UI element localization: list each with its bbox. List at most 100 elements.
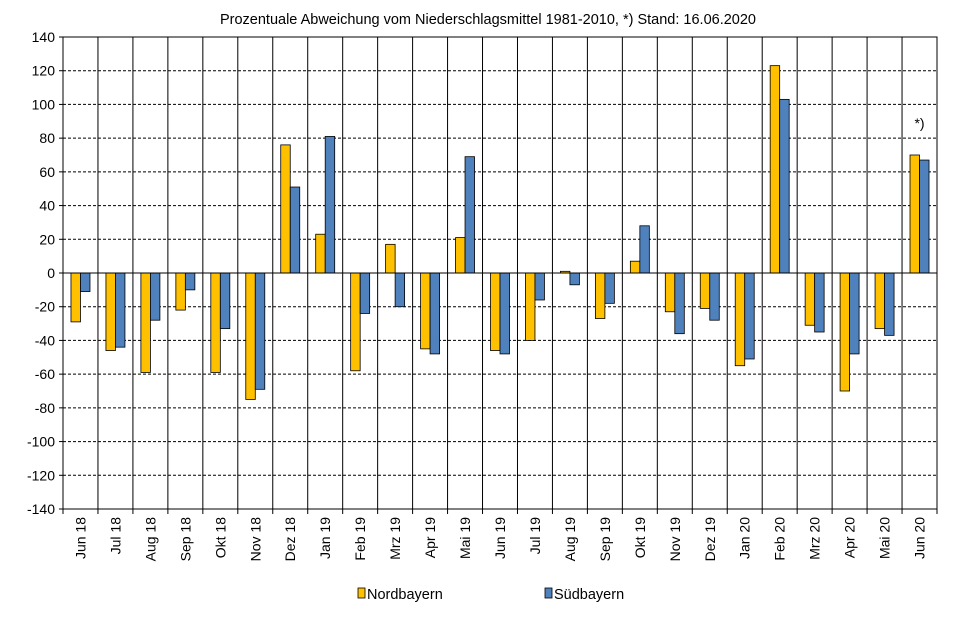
x-tick-label: Dez 19 xyxy=(702,517,718,562)
bar-nordbayern xyxy=(175,272,186,311)
bar-suedbayern xyxy=(254,272,266,390)
y-tick-label: -40 xyxy=(35,332,55,348)
bar-nordbayern xyxy=(385,243,396,274)
y-tick-label: 20 xyxy=(39,231,55,247)
bar-series xyxy=(70,65,930,400)
bar-nordbayern xyxy=(210,272,221,373)
x-tick-label: Mai 19 xyxy=(457,517,473,559)
bar-nordbayern xyxy=(280,144,291,274)
bar-nordbayern xyxy=(420,272,431,350)
bar-suedbayern xyxy=(289,186,301,274)
bar-suedbayern xyxy=(184,272,196,291)
bar-suedbayern xyxy=(324,136,336,274)
bar-suedbayern xyxy=(884,272,895,336)
bar-suedbayern xyxy=(779,98,790,274)
legend: Nordbayern Südbayern xyxy=(357,587,624,603)
bar-suedbayern xyxy=(569,272,580,286)
y-tick-label: -100 xyxy=(27,434,55,450)
x-tick-label: Okt 18 xyxy=(212,517,228,558)
bar-nordbayern xyxy=(839,272,850,392)
bar-nordbayern xyxy=(140,272,151,373)
bar-nordbayern xyxy=(105,272,116,351)
bar-nordbayern xyxy=(664,272,676,313)
x-tick-label: Jul 18 xyxy=(107,517,123,555)
x-tick-label: Sep 19 xyxy=(597,517,613,562)
bar-nordbayern xyxy=(455,237,466,274)
x-tick-label: Sep 18 xyxy=(177,517,193,562)
x-tick-label: Mrz 20 xyxy=(807,517,823,560)
y-tick-label: -20 xyxy=(35,299,55,315)
y-tick-label: 120 xyxy=(32,63,56,79)
bar-suedbayern xyxy=(394,272,406,308)
axes xyxy=(59,36,938,514)
legend-label: Nordbayern xyxy=(367,587,443,603)
y-tick-label: -120 xyxy=(27,467,55,483)
x-tick-label: Nov 19 xyxy=(667,517,683,562)
bar-suedbayern xyxy=(499,272,510,355)
legend-swatch xyxy=(357,587,366,599)
y-axis-tick-labels: 140 120 100 80 60 40 20 0 -20 -40 -60 -80 -100 -120 -1… xyxy=(27,29,55,517)
bar-nordbayern xyxy=(769,65,781,274)
x-tick-label: Jun 20 xyxy=(912,517,928,559)
bar-nordbayern xyxy=(874,272,885,330)
bar-nordbayern xyxy=(734,272,746,367)
bar-nordbayern xyxy=(594,272,606,319)
bar-nordbayern xyxy=(699,272,711,309)
x-tick-label: Jun 19 xyxy=(492,517,508,559)
y-tick-label: 40 xyxy=(39,198,55,214)
x-tick-label: Apr 20 xyxy=(842,517,858,558)
bar-nordbayern xyxy=(490,272,501,351)
x-tick-label: Apr 19 xyxy=(422,517,438,558)
x-tick-label: Okt 19 xyxy=(632,517,648,558)
x-tick-label: Mai 20 xyxy=(877,517,893,559)
annotation-label: *) xyxy=(914,115,924,131)
x-tick-label: Aug 19 xyxy=(562,517,578,562)
legend-label: Südbayern xyxy=(554,587,624,603)
y-tick-label: 0 xyxy=(47,265,55,281)
legend-swatch xyxy=(544,587,553,599)
bar-suedbayern xyxy=(744,272,755,360)
y-tick-label: -140 xyxy=(27,501,55,517)
x-axis-tick-labels: Jun 18 Jul 18 Aug 18 Sep 18 Okt 18 Nov 18 Dez … xyxy=(72,517,927,562)
bar-nordbayern xyxy=(315,233,326,274)
bar-suedbayern xyxy=(674,272,685,335)
x-tick-label: Dez 18 xyxy=(282,517,298,562)
bar-nordbayern xyxy=(909,154,920,274)
bar-suedbayern xyxy=(219,272,231,330)
bar-suedbayern xyxy=(919,159,930,274)
x-tick-label: Jun 18 xyxy=(72,517,88,559)
chart-title: Prozentuale Abweichung vom Niederschlags… xyxy=(220,12,756,28)
bar-suedbayern xyxy=(639,225,650,274)
bar-suedbayern xyxy=(464,156,475,274)
bar-suedbayern xyxy=(814,272,825,333)
x-tick-label: Feb 20 xyxy=(772,517,788,561)
x-tick-label: Jan 19 xyxy=(317,517,333,559)
bar-suedbayern xyxy=(80,272,91,292)
x-tick-label: Feb 19 xyxy=(352,517,368,561)
bar-nordbayern xyxy=(245,272,256,400)
bar-suedbayern xyxy=(849,272,860,355)
bar-nordbayern xyxy=(350,272,361,372)
x-tick-label: Jan 20 xyxy=(737,517,753,559)
y-tick-label: -80 xyxy=(35,400,55,416)
bar-nordbayern xyxy=(629,260,641,274)
annotations: *) xyxy=(914,115,924,131)
y-tick-label: 140 xyxy=(32,29,56,45)
plot-border xyxy=(62,36,938,510)
bar-suedbayern xyxy=(115,272,126,348)
x-tick-label: Aug 18 xyxy=(142,517,158,562)
bar-suedbayern xyxy=(709,272,720,321)
bar-nordbayern xyxy=(70,272,81,323)
x-tick-label: Nov 18 xyxy=(247,517,263,562)
bar-suedbayern xyxy=(604,272,615,304)
bar-suedbayern xyxy=(534,272,545,301)
y-tick-label: 60 xyxy=(39,164,55,180)
y-tick-label: -60 xyxy=(35,366,55,382)
x-tick-label: Mrz 19 xyxy=(387,517,403,560)
bar-nordbayern xyxy=(525,272,536,341)
y-tick-label: 80 xyxy=(39,130,55,146)
y-tick-label: 100 xyxy=(32,96,56,112)
bar-suedbayern xyxy=(429,272,440,355)
x-tick-label: Jul 19 xyxy=(527,517,543,555)
